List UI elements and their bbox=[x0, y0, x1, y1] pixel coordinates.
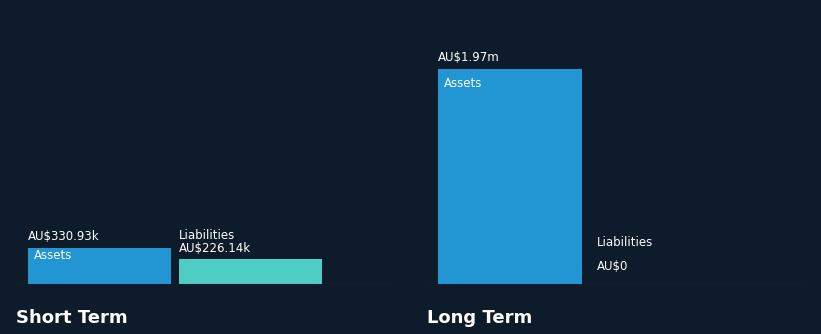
Text: Liabilities: Liabilities bbox=[179, 229, 235, 242]
Bar bbox=[28, 248, 172, 284]
Text: Short Term: Short Term bbox=[16, 309, 128, 327]
Bar bbox=[438, 69, 582, 284]
Text: AU$1.97m: AU$1.97m bbox=[438, 51, 500, 64]
Text: AU$330.93k: AU$330.93k bbox=[28, 230, 99, 243]
Text: AU$0: AU$0 bbox=[597, 260, 628, 273]
Text: Long Term: Long Term bbox=[427, 309, 532, 327]
Text: AU$226.14k: AU$226.14k bbox=[179, 242, 251, 255]
Text: Assets: Assets bbox=[444, 77, 482, 91]
Bar bbox=[179, 259, 323, 284]
Text: Liabilities: Liabilities bbox=[597, 236, 654, 249]
Text: Assets: Assets bbox=[34, 249, 71, 262]
